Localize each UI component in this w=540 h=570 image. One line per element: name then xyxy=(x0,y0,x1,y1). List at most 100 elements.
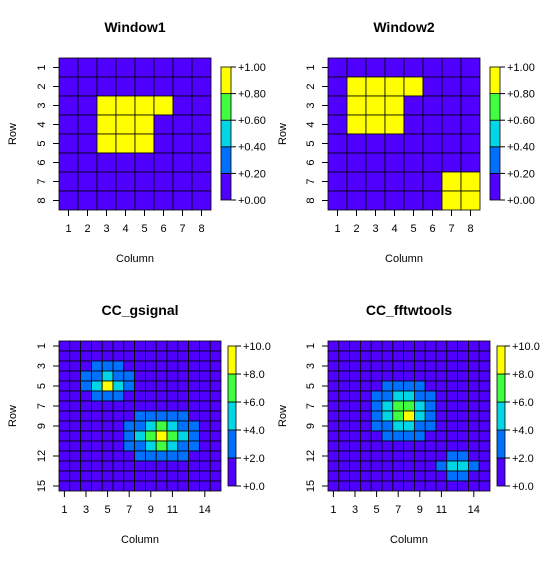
heatmap-cell xyxy=(188,360,200,372)
heatmap-cell xyxy=(441,190,462,211)
legend-tick-label: +0.80 xyxy=(238,88,266,100)
heatmap-cell xyxy=(153,95,174,116)
heatmap-cell xyxy=(134,450,146,462)
heatmap-cell xyxy=(422,171,443,192)
heatmap-cell xyxy=(91,470,103,482)
heatmap-cell xyxy=(467,410,480,422)
heatmap-cell xyxy=(413,470,426,482)
heatmap-cell xyxy=(392,390,404,402)
heatmap-cell xyxy=(166,370,179,382)
color-legend: +0.0 +2.0 +4.0 +6.0 +8.0 +10.0 xyxy=(227,341,271,493)
x-tick-label: 3 xyxy=(352,504,358,516)
heatmap-cell xyxy=(478,340,491,352)
heatmap-cell xyxy=(327,400,340,412)
heatmap-cell xyxy=(327,430,340,442)
heatmap-cell xyxy=(77,95,98,116)
heatmap-cell xyxy=(457,450,469,462)
heatmap-cell xyxy=(188,450,200,462)
panel-cc-gsignal: CC_gsignal 1 3 5 7 9 11 14 1 3 5 7 9 12 15 Column Row +0.… xyxy=(7,302,271,546)
heatmap-cell xyxy=(188,390,200,402)
heatmap-cell xyxy=(359,450,372,462)
heatmap-cell xyxy=(370,360,383,372)
heatmap-cell xyxy=(403,480,415,492)
heatmap-cell xyxy=(435,380,448,392)
heatmap-cell xyxy=(365,152,386,173)
heatmap-cell xyxy=(370,340,383,352)
heatmap-cell xyxy=(424,480,437,492)
heatmap-cell xyxy=(392,420,404,432)
heatmap-cell xyxy=(359,370,372,382)
heatmap-cell xyxy=(172,171,193,192)
heatmap-cell xyxy=(198,450,211,462)
heatmap-cell xyxy=(467,380,480,392)
heatmap-cell xyxy=(155,460,168,472)
heatmap-cell xyxy=(80,440,92,452)
color-legend: +0.00 +0.20 +0.40 +0.60 +0.80 +1.00 xyxy=(489,62,535,207)
heatmap-cell xyxy=(327,340,340,352)
heatmap-cell xyxy=(177,450,190,462)
heatmap-cell xyxy=(177,480,190,492)
heatmap-cell xyxy=(346,95,367,116)
heatmap-cell xyxy=(209,450,222,462)
legend-swatch xyxy=(227,429,237,459)
heatmap-cell xyxy=(96,152,117,173)
heatmap-cell xyxy=(467,440,480,452)
x-tick-label: 14 xyxy=(468,504,480,516)
heatmap-cell xyxy=(155,370,168,382)
chart-title: CC_fftwtools xyxy=(366,302,453,318)
heatmap-cell xyxy=(155,430,168,442)
heatmap-cell xyxy=(144,390,157,402)
heatmap-cell xyxy=(144,340,157,352)
heatmap-cell xyxy=(58,152,79,173)
legend-tick-label: +8.0 xyxy=(243,369,265,381)
heatmap-cell xyxy=(134,470,146,482)
y-tick-label: 7 xyxy=(305,403,317,409)
heatmap-cell xyxy=(435,400,448,412)
heatmap-cell xyxy=(101,410,114,422)
heatmap-cell xyxy=(155,470,168,482)
x-tick-label: 3 xyxy=(372,223,378,235)
heatmap-cell xyxy=(413,460,426,472)
heatmap-cell xyxy=(91,380,103,392)
heatmap-cell xyxy=(172,95,193,116)
heatmap-cell xyxy=(403,460,415,472)
heatmap-cell xyxy=(384,76,405,97)
heatmap-cell xyxy=(403,171,424,192)
heatmap-cell xyxy=(58,360,71,372)
heatmap-cell xyxy=(144,430,157,442)
heatmap-cell xyxy=(327,190,348,211)
heatmap-cell xyxy=(101,380,114,392)
heatmap-cell xyxy=(144,440,157,452)
heatmap-cell xyxy=(384,133,405,154)
heatmap-cell xyxy=(155,410,168,422)
legend-swatch xyxy=(227,373,237,403)
heatmap-cell xyxy=(424,410,437,422)
heatmap-cell xyxy=(478,390,491,402)
heatmap-cell xyxy=(327,133,348,154)
heatmap-cell xyxy=(177,420,190,432)
x-tick-label: 8 xyxy=(198,223,204,235)
heatmap-cell xyxy=(441,114,462,135)
heatmap-cell xyxy=(101,460,114,472)
heatmap-cell xyxy=(327,460,340,472)
heatmap-cell xyxy=(115,190,136,211)
heatmap-cell xyxy=(370,410,383,422)
heatmap-cell xyxy=(198,440,211,452)
heatmap-cell xyxy=(422,152,443,173)
x-tick-label: 4 xyxy=(122,223,128,235)
heatmap-cell xyxy=(338,440,350,452)
heatmap-cell xyxy=(91,340,103,352)
heatmap-cell xyxy=(381,480,394,492)
legend-swatch xyxy=(489,66,501,95)
heatmap-cell xyxy=(191,95,212,116)
x-tick-label: 5 xyxy=(410,223,416,235)
heatmap-cell xyxy=(69,440,82,452)
y-tick-label: 3 xyxy=(305,102,317,108)
heatmap-cell xyxy=(359,340,372,352)
heatmap-cell xyxy=(457,400,469,412)
heatmap-cell xyxy=(123,350,136,362)
heatmap-cell xyxy=(101,370,114,382)
heatmap-cell xyxy=(198,470,211,482)
heatmap-cell xyxy=(155,450,168,462)
